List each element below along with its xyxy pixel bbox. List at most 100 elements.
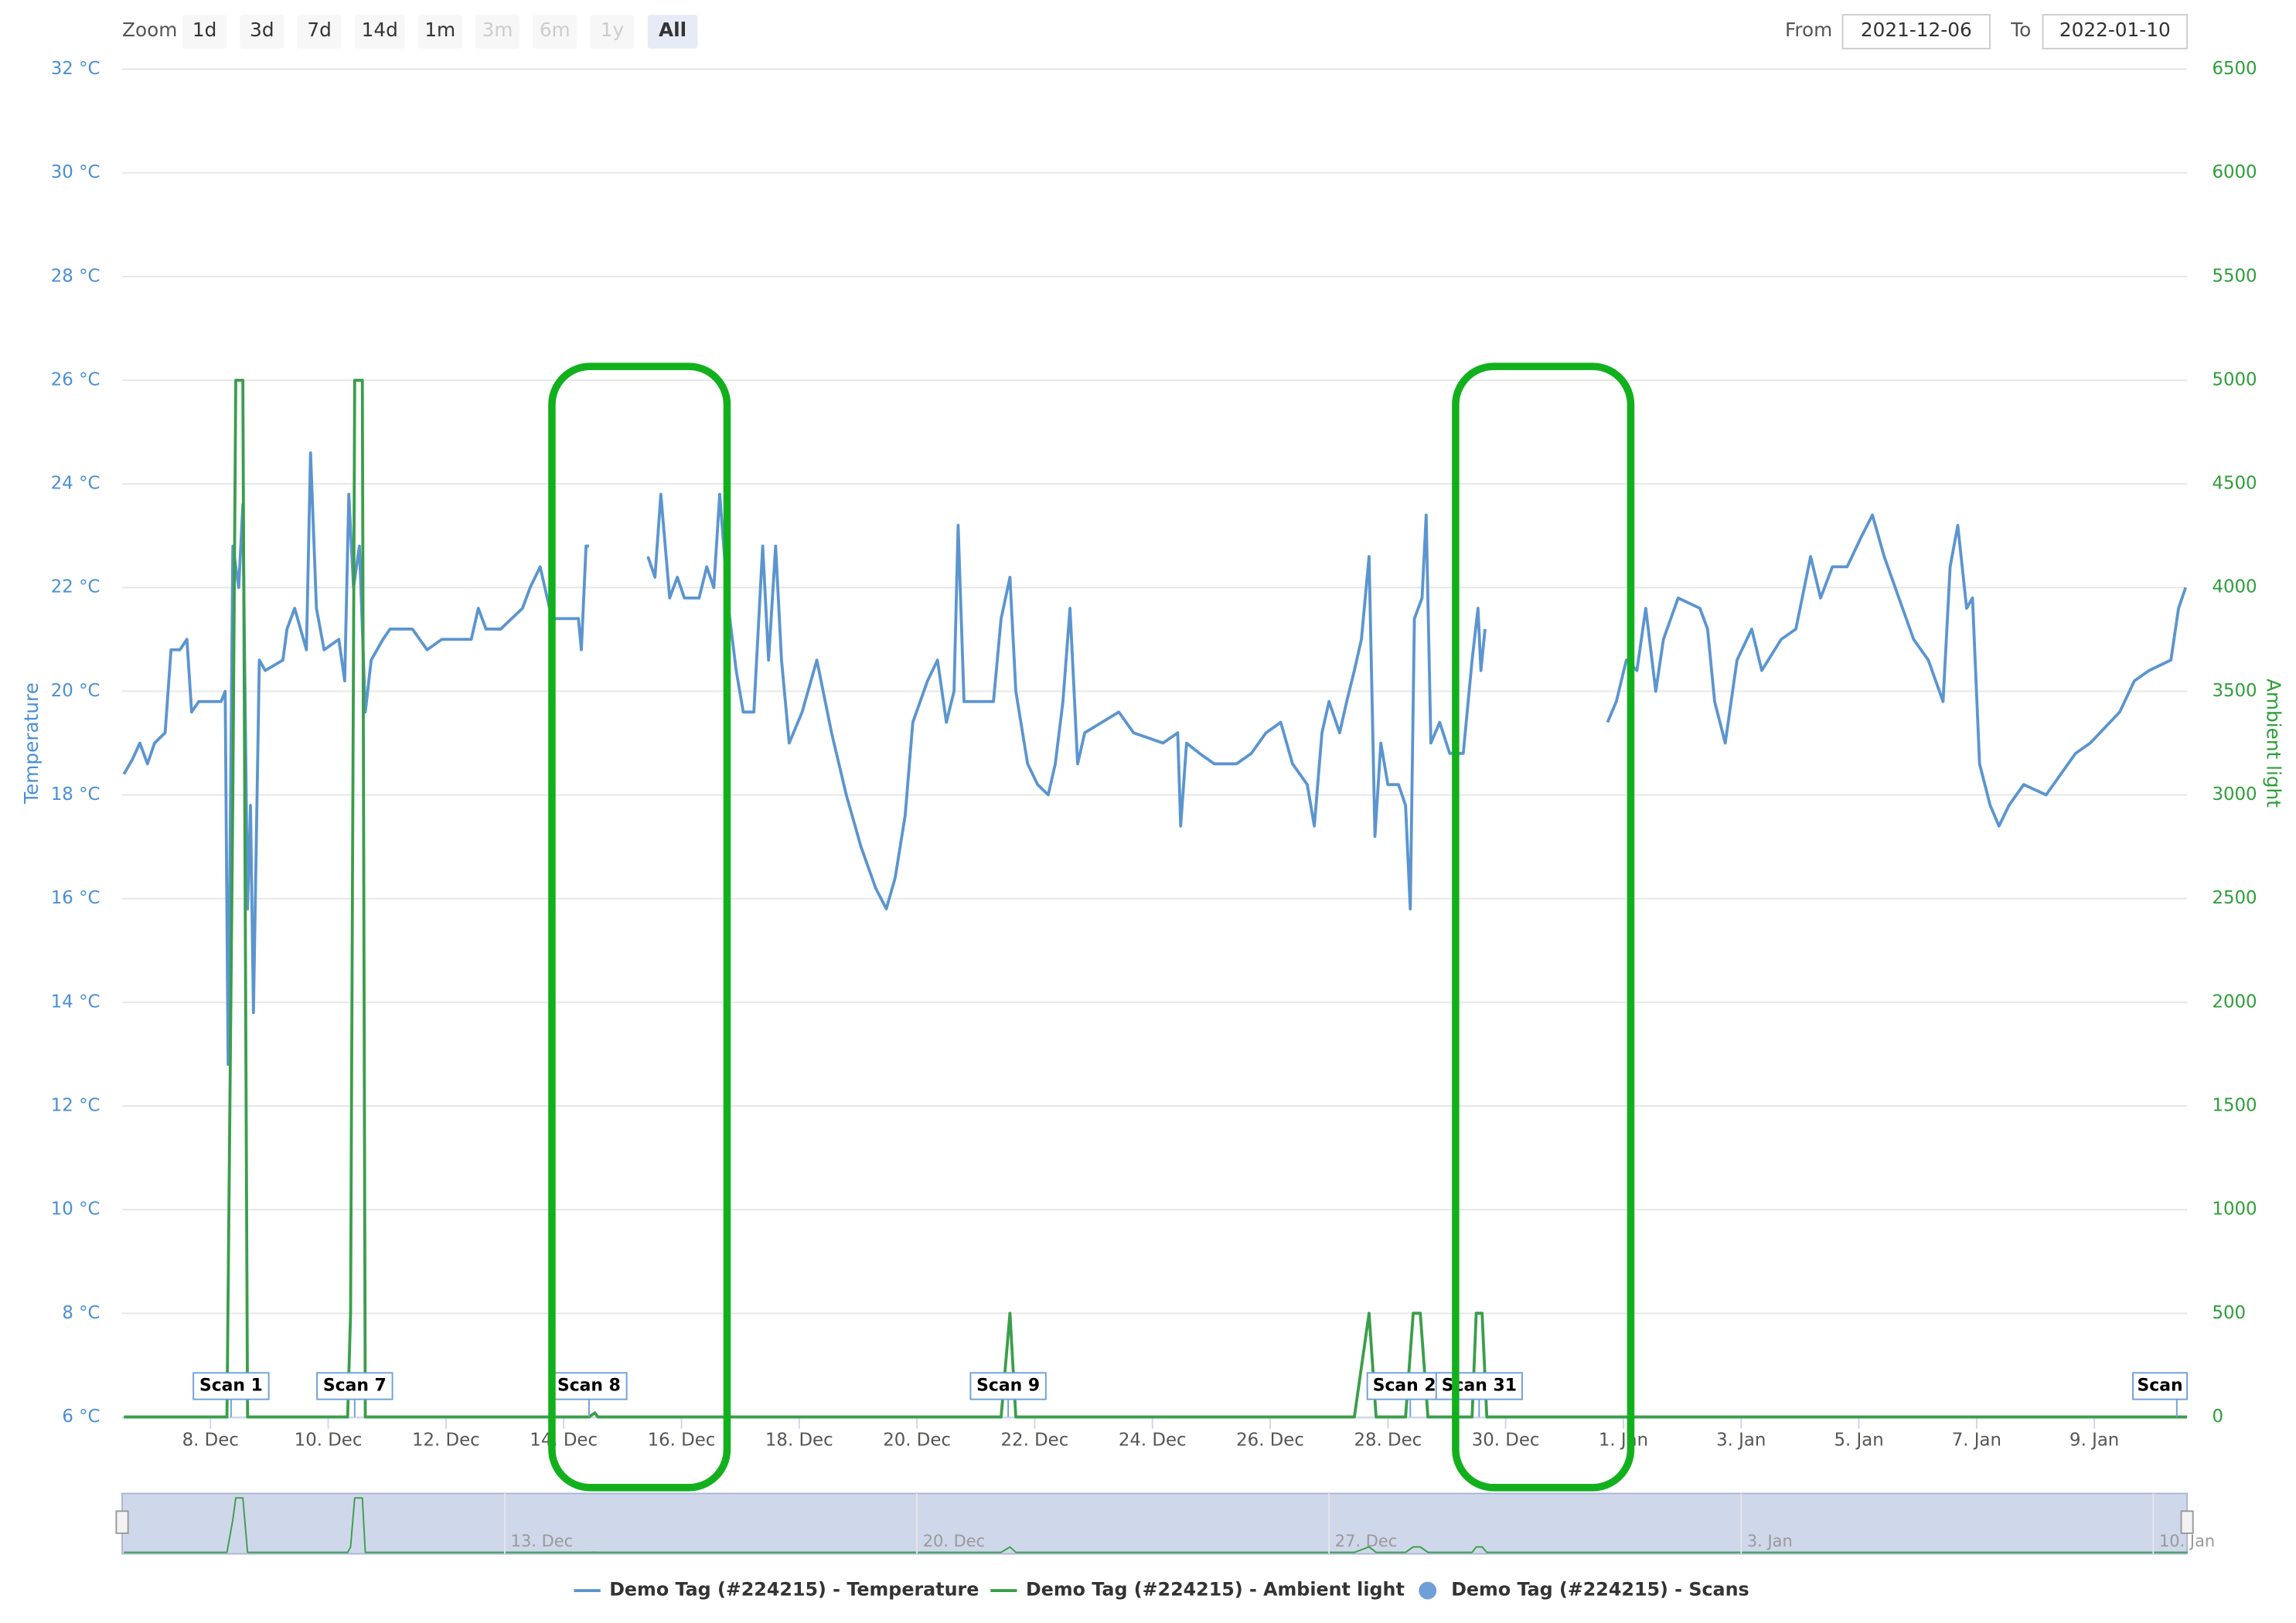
y-tick-label: 14 °C — [51, 992, 100, 1012]
y2-tick-label: 500 — [2212, 1303, 2246, 1323]
x-tick-label: 12. Dec — [412, 1430, 480, 1450]
zoom-button[interactable] — [182, 15, 227, 49]
to-label: To — [2010, 19, 2031, 41]
y-tick-label: 20 °C — [51, 681, 100, 701]
navigator-tick-label: 20. Dec — [923, 1532, 985, 1550]
x-tick-label: 8. Dec — [182, 1430, 239, 1450]
x-tick-label: 3. Jan — [1716, 1430, 1766, 1450]
x-tick-label: 18. Dec — [765, 1430, 833, 1450]
y-tick-label: 12 °C — [51, 1095, 100, 1115]
scan-flag-label[interactable]: Scan 24 — [1373, 1376, 1448, 1395]
temperature-line — [122, 451, 2188, 1067]
navigator-tick-label: 3. Jan — [1747, 1532, 1793, 1550]
y-tick-label: 8 °C — [62, 1303, 100, 1323]
y-tick-label: 28 °C — [51, 266, 100, 286]
to-input[interactable] — [2042, 14, 2189, 49]
x-tick-label: 20. Dec — [883, 1430, 951, 1450]
zoom-button-label[interactable]: 1m — [424, 19, 455, 41]
zoom-button-label[interactable]: 3d — [250, 19, 274, 41]
y2-tick-label: 5500 — [2212, 266, 2257, 286]
x-tick-label: 22. Dec — [1001, 1430, 1069, 1450]
x-tick-label: 10. Dec — [295, 1430, 363, 1450]
y-tick-label: 10 °C — [51, 1199, 100, 1220]
from-value[interactable]: 2021-12-06 — [1861, 19, 1972, 41]
zoom-button-label: 6m — [540, 19, 571, 41]
y2-tick-label: 1500 — [2212, 1095, 2257, 1115]
highlight-box — [1452, 362, 1635, 1492]
x-tick-label: 1. Jan — [1599, 1430, 1648, 1450]
navigator-handle[interactable] — [2180, 1510, 2194, 1534]
y-tick-label: 32 °C — [51, 59, 100, 79]
y2-tick-label: 0 — [2212, 1407, 2223, 1427]
y-tick-label: 6 °C — [62, 1407, 100, 1427]
scan-flag-label[interactable]: Scan — [2138, 1376, 2183, 1395]
y2-tick-label: 3500 — [2212, 681, 2257, 701]
y2-tick-label: 3000 — [2212, 784, 2257, 805]
y-tick-label: 18 °C — [51, 784, 100, 805]
x-tick-label: 5. Jan — [1834, 1430, 1883, 1450]
ambient-light-line — [124, 379, 2188, 1419]
from-label: From — [1785, 19, 1832, 41]
zoom-button-label: 3m — [482, 19, 513, 41]
navigator-line — [124, 1497, 2188, 1553]
legend-label[interactable]: Demo Tag (#224215) - Temperature — [609, 1579, 979, 1601]
scan-flag[interactable] — [969, 1372, 1047, 1400]
navigator-tick-label: 27. Dec — [1335, 1532, 1397, 1550]
y2-axis-title: Ambient light — [2263, 679, 2285, 808]
legend-symbol[interactable] — [1419, 1581, 1437, 1600]
x-tick-label: 16. Dec — [648, 1430, 716, 1450]
scan-flag[interactable] — [192, 1372, 270, 1400]
zoom-button[interactable] — [647, 15, 698, 49]
x-tick-label: 24. Dec — [1119, 1430, 1187, 1450]
zoom-button — [533, 15, 577, 49]
y2-tick-label: 6000 — [2212, 162, 2257, 182]
zoom-button-label[interactable]: 14d — [362, 19, 398, 41]
zoom-button-label[interactable]: 7d — [307, 19, 331, 41]
y-tick-label: 26 °C — [51, 369, 100, 390]
scan-flag-label[interactable]: Scan 7 — [323, 1376, 387, 1395]
scan-flag[interactable] — [316, 1372, 393, 1400]
x-tick-label: 26. Dec — [1236, 1430, 1304, 1450]
zoom-button — [475, 15, 520, 49]
zoom-button-label[interactable]: 1d — [192, 19, 216, 41]
x-tick-label: 28. Dec — [1354, 1430, 1422, 1450]
zoom-button — [590, 15, 635, 49]
zoom-button-label[interactable]: All — [659, 19, 686, 41]
scan-flag[interactable] — [2132, 1372, 2189, 1400]
y-tick-label: 22 °C — [51, 577, 100, 597]
scan-flag-label[interactable]: Scan 9 — [976, 1376, 1040, 1395]
zoom-button-label: 1y — [601, 19, 624, 41]
y-tick-label: 16 °C — [51, 888, 100, 908]
from-input[interactable] — [1841, 14, 1991, 49]
navigator-handle[interactable] — [115, 1510, 129, 1534]
y2-tick-label: 2000 — [2212, 992, 2257, 1012]
highlight-box — [548, 362, 731, 1492]
legend-label[interactable]: Demo Tag (#224215) - Scans — [1451, 1579, 1749, 1601]
scan-flag-label[interactable]: Scan 8 — [557, 1376, 621, 1395]
y-tick-label: 30 °C — [51, 162, 100, 182]
zoom-button[interactable] — [240, 15, 284, 49]
x-tick-label: 7. Jan — [1952, 1430, 2001, 1450]
x-tick-label: 14. Dec — [530, 1430, 598, 1450]
navigator-mask — [121, 1492, 2189, 1555]
scan-flag[interactable] — [550, 1372, 628, 1400]
y2-tick-label: 5000 — [2212, 369, 2257, 390]
zoom-button[interactable] — [354, 15, 405, 49]
toolbar: Zoom 1d 3d 7d 14d 1m 3m 6m 1y All From 2021-12-06 T… — [122, 14, 2189, 49]
navigator-tick-label: 10. Jan — [2159, 1532, 2215, 1550]
scan-flag-label[interactable]: Scan 1 — [199, 1376, 263, 1395]
zoom-label: Zoom — [122, 19, 177, 41]
y2-tick-label: 2500 — [2212, 888, 2257, 908]
zoom-button[interactable] — [417, 15, 462, 49]
y2-tick-label: 1000 — [2212, 1199, 2257, 1220]
y-axis-title: Temperature — [20, 682, 43, 805]
zoom-button[interactable] — [297, 15, 342, 49]
y2-tick-label: 4000 — [2212, 577, 2257, 597]
y-tick-label: 24 °C — [51, 474, 100, 494]
scan-flag[interactable] — [1435, 1372, 1523, 1400]
legend-label[interactable]: Demo Tag (#224215) - Ambient light — [1026, 1579, 1405, 1601]
to-value[interactable]: 2022-01-10 — [2059, 19, 2171, 41]
x-tick-label: 30. Dec — [1472, 1430, 1540, 1450]
